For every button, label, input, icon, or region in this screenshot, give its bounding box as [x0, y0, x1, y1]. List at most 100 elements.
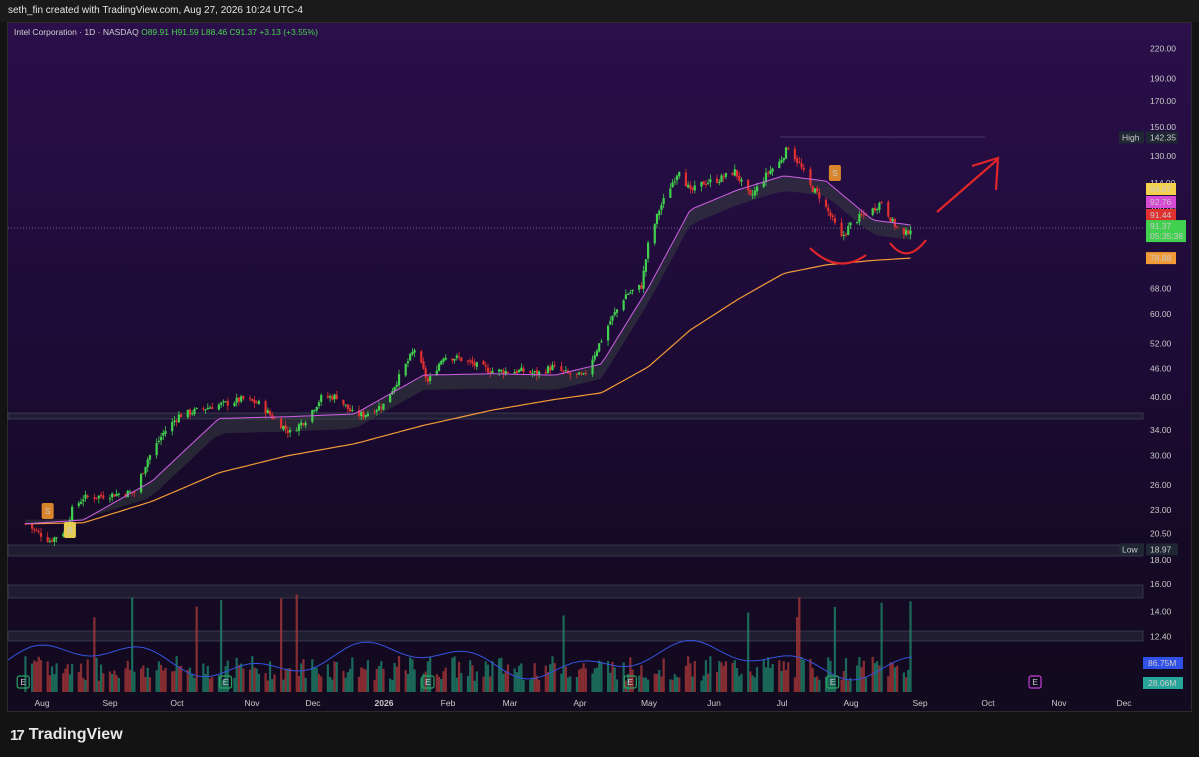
- volume-bar: [315, 667, 318, 692]
- volume-bar: [860, 667, 863, 692]
- symbol-legend: Intel Corporation · 1D · NASDAQ O89.91 H…: [14, 27, 318, 37]
- x-tick-label: 2026: [375, 698, 394, 708]
- volume-bar: [162, 670, 165, 692]
- candle-body: [502, 370, 505, 375]
- y-tick-label: 12.40: [1150, 631, 1172, 641]
- candle-body: [520, 367, 523, 371]
- candle-body: [155, 443, 158, 456]
- candle-body: [684, 172, 688, 187]
- volume-bar: [175, 656, 178, 692]
- candle-body: [909, 230, 912, 235]
- candle-body: [420, 351, 423, 363]
- volume-bar: [484, 661, 487, 692]
- volume-bar: [793, 677, 796, 692]
- candle-body: [591, 359, 594, 375]
- volume-bar: [662, 658, 665, 692]
- candle-body: [724, 173, 728, 177]
- volume-bar: [709, 656, 712, 692]
- volume-bar: [193, 677, 196, 692]
- volume-bar: [235, 657, 238, 692]
- candle-body: [631, 289, 634, 292]
- volume-bar: [64, 668, 67, 692]
- y-tick-label: 220.00: [1150, 43, 1176, 53]
- volume-bar: [813, 677, 816, 692]
- volume-bar: [896, 665, 899, 692]
- candle-body: [747, 179, 750, 191]
- footer: [0, 712, 1199, 757]
- candle-body: [164, 431, 167, 434]
- volume-bar: [615, 679, 619, 692]
- volume-bar: [593, 668, 596, 692]
- volume-bar: [551, 656, 554, 692]
- candle-body: [382, 403, 385, 410]
- candle-body: [787, 148, 790, 150]
- candle-body: [195, 407, 198, 409]
- x-tick-label: Nov: [1051, 698, 1067, 708]
- low-badge-bg: [1119, 543, 1144, 556]
- candle-body: [373, 412, 376, 414]
- candle-body: [673, 181, 676, 183]
- candle-body: [611, 315, 614, 321]
- candle-body: [700, 181, 703, 187]
- support-band-0: [7, 412, 1144, 420]
- candle-body: [133, 491, 136, 493]
- volume-bar: [180, 665, 183, 692]
- candle-body: [782, 158, 785, 161]
- candle-body: [840, 222, 843, 236]
- candle-body: [771, 168, 774, 172]
- candle-body: [626, 293, 630, 295]
- price-tag-text: 92.76: [1150, 197, 1172, 207]
- y-tick-label: 150.00: [1150, 122, 1176, 132]
- volume-bar: [673, 674, 676, 692]
- volume-bar: [255, 668, 258, 692]
- volume-bar: [491, 661, 494, 692]
- volume-bar: [747, 612, 750, 692]
- low-price-label: Low 18.97: [1119, 543, 1178, 556]
- volume-bar: [380, 661, 383, 692]
- volume-bar: [893, 667, 897, 692]
- volume-bar: [809, 658, 812, 692]
- volume-bar: [133, 671, 136, 692]
- candle-body: [891, 218, 894, 222]
- high-price-label: High 142.35: [1119, 131, 1178, 144]
- volume-bar: [515, 672, 518, 692]
- candle-body: [406, 361, 410, 364]
- volume-bar: [429, 657, 432, 692]
- volume-bar: [518, 665, 521, 692]
- tradingview-logo[interactable]: 17 TradingView: [10, 726, 123, 744]
- candle-body: [802, 167, 805, 170]
- candle-body: [598, 343, 601, 352]
- candle-body: [629, 292, 632, 294]
- candle-body: [784, 147, 788, 159]
- candle-body: [829, 212, 832, 216]
- volume-bar: [257, 673, 261, 692]
- candle-body: [124, 494, 127, 497]
- earnings-marker-text: E: [1032, 677, 1038, 687]
- volume-bar: [611, 661, 614, 692]
- volume-bar: [335, 662, 338, 692]
- volume-bar: [375, 668, 378, 692]
- volume-bar: [753, 677, 756, 692]
- candle-body: [793, 148, 796, 160]
- candle-body: [655, 214, 659, 224]
- candle-body: [331, 396, 334, 400]
- candle-body: [531, 372, 534, 374]
- candle-body: [302, 423, 305, 425]
- candle-body: [288, 430, 292, 433]
- candle-body: [413, 350, 416, 353]
- candle-body: [442, 358, 445, 362]
- candle-body: [751, 194, 754, 196]
- x-tick-label: Dec: [305, 698, 321, 708]
- volume-bar: [660, 676, 663, 692]
- candle-body: [157, 440, 160, 442]
- volume-bar: [907, 669, 910, 692]
- volume-bar: [297, 675, 301, 692]
- volume-bar: [880, 602, 883, 692]
- candle-body: [833, 218, 837, 223]
- earnings-marker-text: E: [20, 677, 26, 687]
- volume-bar: [735, 668, 739, 692]
- volume-bar: [406, 674, 410, 692]
- volume-bar: [720, 662, 723, 692]
- volume-bar: [240, 663, 243, 692]
- x-tick-label: Dec: [1116, 698, 1132, 708]
